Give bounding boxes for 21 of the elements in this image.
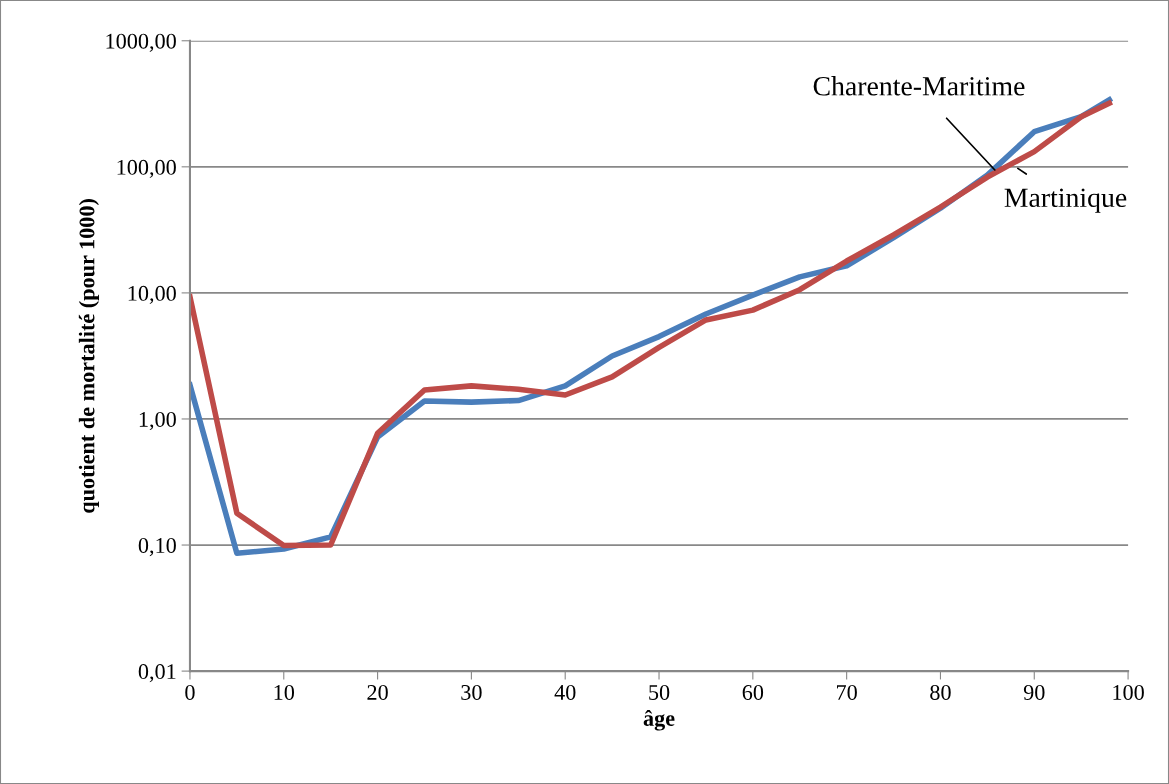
y-tick-label: 100,00 [117, 159, 176, 178]
y-tick-label: 1000,00 [106, 33, 176, 52]
y-tick-label: 0,10 [138, 537, 176, 557]
x-tick-label: 40 [554, 684, 576, 700]
x-tick-label: 80 [930, 684, 951, 700]
y-tick-label: 10,00 [128, 285, 176, 305]
x-tick-label: 20 [367, 684, 388, 700]
annotation: Charente-Maritime [813, 76, 1025, 96]
y-axis-title: quotient de mortalité (pour 1000) [78, 199, 99, 513]
x-tick-label: 90 [1023, 684, 1045, 700]
x-tick-label: 60 [742, 684, 764, 700]
annotation: Martinique [1004, 188, 1127, 213]
x-tick-label: 30 [461, 684, 482, 700]
x-tick-label: 10 [274, 684, 295, 700]
y-tick-label: 1,00 [139, 411, 176, 431]
x-axis-title: âge [643, 710, 675, 731]
x-tick-label: 100 [1113, 684, 1144, 700]
x-tick-label: 0 [185, 684, 195, 700]
x-tick-label: 50 [649, 684, 670, 700]
y-tick-label: 0,01 [138, 664, 176, 683]
x-tick-label: 70 [837, 684, 857, 700]
